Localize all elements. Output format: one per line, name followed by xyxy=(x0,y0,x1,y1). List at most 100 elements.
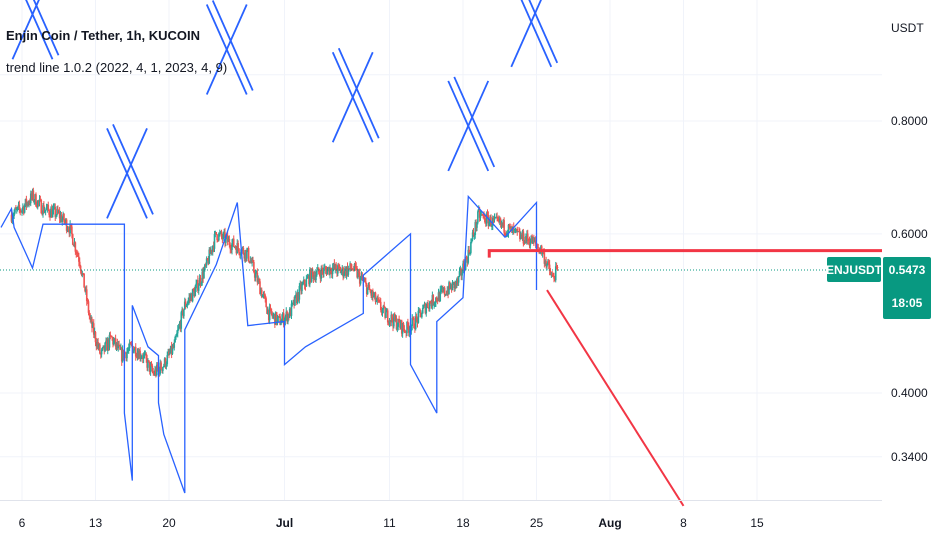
candle-body xyxy=(150,364,153,366)
candle-body xyxy=(70,224,72,227)
candle-body xyxy=(244,250,246,259)
candle-body xyxy=(536,245,539,248)
x-mark-stroke xyxy=(211,0,254,91)
candle-body xyxy=(235,247,238,254)
candle-body xyxy=(500,222,503,225)
candle-body xyxy=(533,237,535,242)
candle-body xyxy=(27,202,29,205)
candle-body xyxy=(339,268,342,274)
candle-body xyxy=(464,257,467,271)
candle-body xyxy=(400,320,402,328)
candle-body xyxy=(260,289,263,298)
candle-body xyxy=(104,342,106,352)
indicator-label[interactable]: trend line 1.0.2 (2022, 4, 1, 2023, 4, 9… xyxy=(6,60,227,75)
time-axis[interactable]: 6 13 20 Jul 11 18 25 Aug 8 15 xyxy=(0,500,882,531)
candle-body xyxy=(353,263,356,271)
candle-body xyxy=(53,206,56,208)
time-tick-label: 18 xyxy=(456,516,470,530)
candle-body xyxy=(470,242,472,253)
candle-body xyxy=(251,259,253,264)
candle-body xyxy=(176,329,179,334)
candle-body xyxy=(391,314,393,321)
candle-body xyxy=(159,362,162,374)
candle-body xyxy=(38,199,41,203)
candle-body xyxy=(451,282,454,291)
candle-body xyxy=(369,290,372,292)
candle-body xyxy=(210,250,212,254)
candle-body xyxy=(441,289,443,291)
candle-body xyxy=(229,244,232,250)
candle-body xyxy=(514,229,517,231)
candle-body xyxy=(268,307,271,321)
candle-body xyxy=(39,199,42,201)
candle-body xyxy=(461,272,463,276)
candle-body xyxy=(52,207,55,210)
candle-body xyxy=(384,307,386,318)
candle-body xyxy=(15,209,18,211)
candle-body xyxy=(10,214,13,222)
symbol-tag-label: ENJUSDT xyxy=(826,263,883,277)
candle-body xyxy=(30,193,33,198)
candle-body xyxy=(449,285,452,289)
candle-body xyxy=(467,249,470,263)
candle-body xyxy=(550,274,553,276)
candle-body xyxy=(200,282,203,285)
candle-body xyxy=(236,243,239,254)
candle-body xyxy=(513,229,516,231)
candle-body xyxy=(119,345,121,350)
price-axis[interactable]: 0.8000 0.6000 0.4000 0.3400 xyxy=(891,114,928,464)
candle-body xyxy=(275,312,278,324)
candle-body xyxy=(439,289,442,302)
candle-body xyxy=(55,215,57,217)
candle-body xyxy=(303,279,306,286)
candle-body xyxy=(120,348,122,350)
candle-body xyxy=(325,269,328,275)
candle-body xyxy=(359,277,362,284)
candle-body xyxy=(520,235,523,239)
candle-body xyxy=(483,215,485,217)
candle-body xyxy=(161,369,163,371)
candle-body xyxy=(270,308,273,314)
candle-body xyxy=(377,297,379,301)
candle-body xyxy=(183,301,186,310)
candle-body xyxy=(232,238,234,244)
candle-body xyxy=(241,247,244,250)
candle-body xyxy=(221,236,224,240)
candle-body xyxy=(228,238,231,245)
candle-body xyxy=(532,237,534,244)
candle-body xyxy=(429,301,432,304)
candle-body xyxy=(493,217,496,220)
candle-body xyxy=(326,269,329,275)
candle-body xyxy=(133,350,135,353)
candle-body xyxy=(130,344,133,346)
candle-body xyxy=(98,344,100,348)
candle-body xyxy=(545,261,547,267)
candle-body xyxy=(14,208,16,213)
candle-body xyxy=(165,364,168,367)
candle-body xyxy=(463,263,465,270)
candle-body xyxy=(120,348,123,362)
candle-body xyxy=(22,206,25,213)
candle-body xyxy=(416,318,419,323)
candle-body xyxy=(106,340,108,351)
candle-body xyxy=(380,310,383,313)
candle-body xyxy=(290,303,293,316)
candle-body xyxy=(177,326,180,330)
candle-body xyxy=(522,231,525,244)
candle-body xyxy=(401,323,404,334)
candle-body xyxy=(180,312,183,329)
candle-body xyxy=(106,339,109,351)
candle-body xyxy=(421,307,424,314)
x-mark xyxy=(510,0,559,68)
candle-body xyxy=(169,345,172,354)
candle-body xyxy=(225,237,227,243)
candle-body xyxy=(521,231,524,239)
candle-body xyxy=(32,190,35,201)
candle-body xyxy=(99,353,102,355)
candle-body xyxy=(190,294,193,302)
candle-body xyxy=(51,209,54,218)
candle-body xyxy=(307,275,309,278)
candle-body xyxy=(117,344,120,349)
candle-body xyxy=(269,307,272,309)
